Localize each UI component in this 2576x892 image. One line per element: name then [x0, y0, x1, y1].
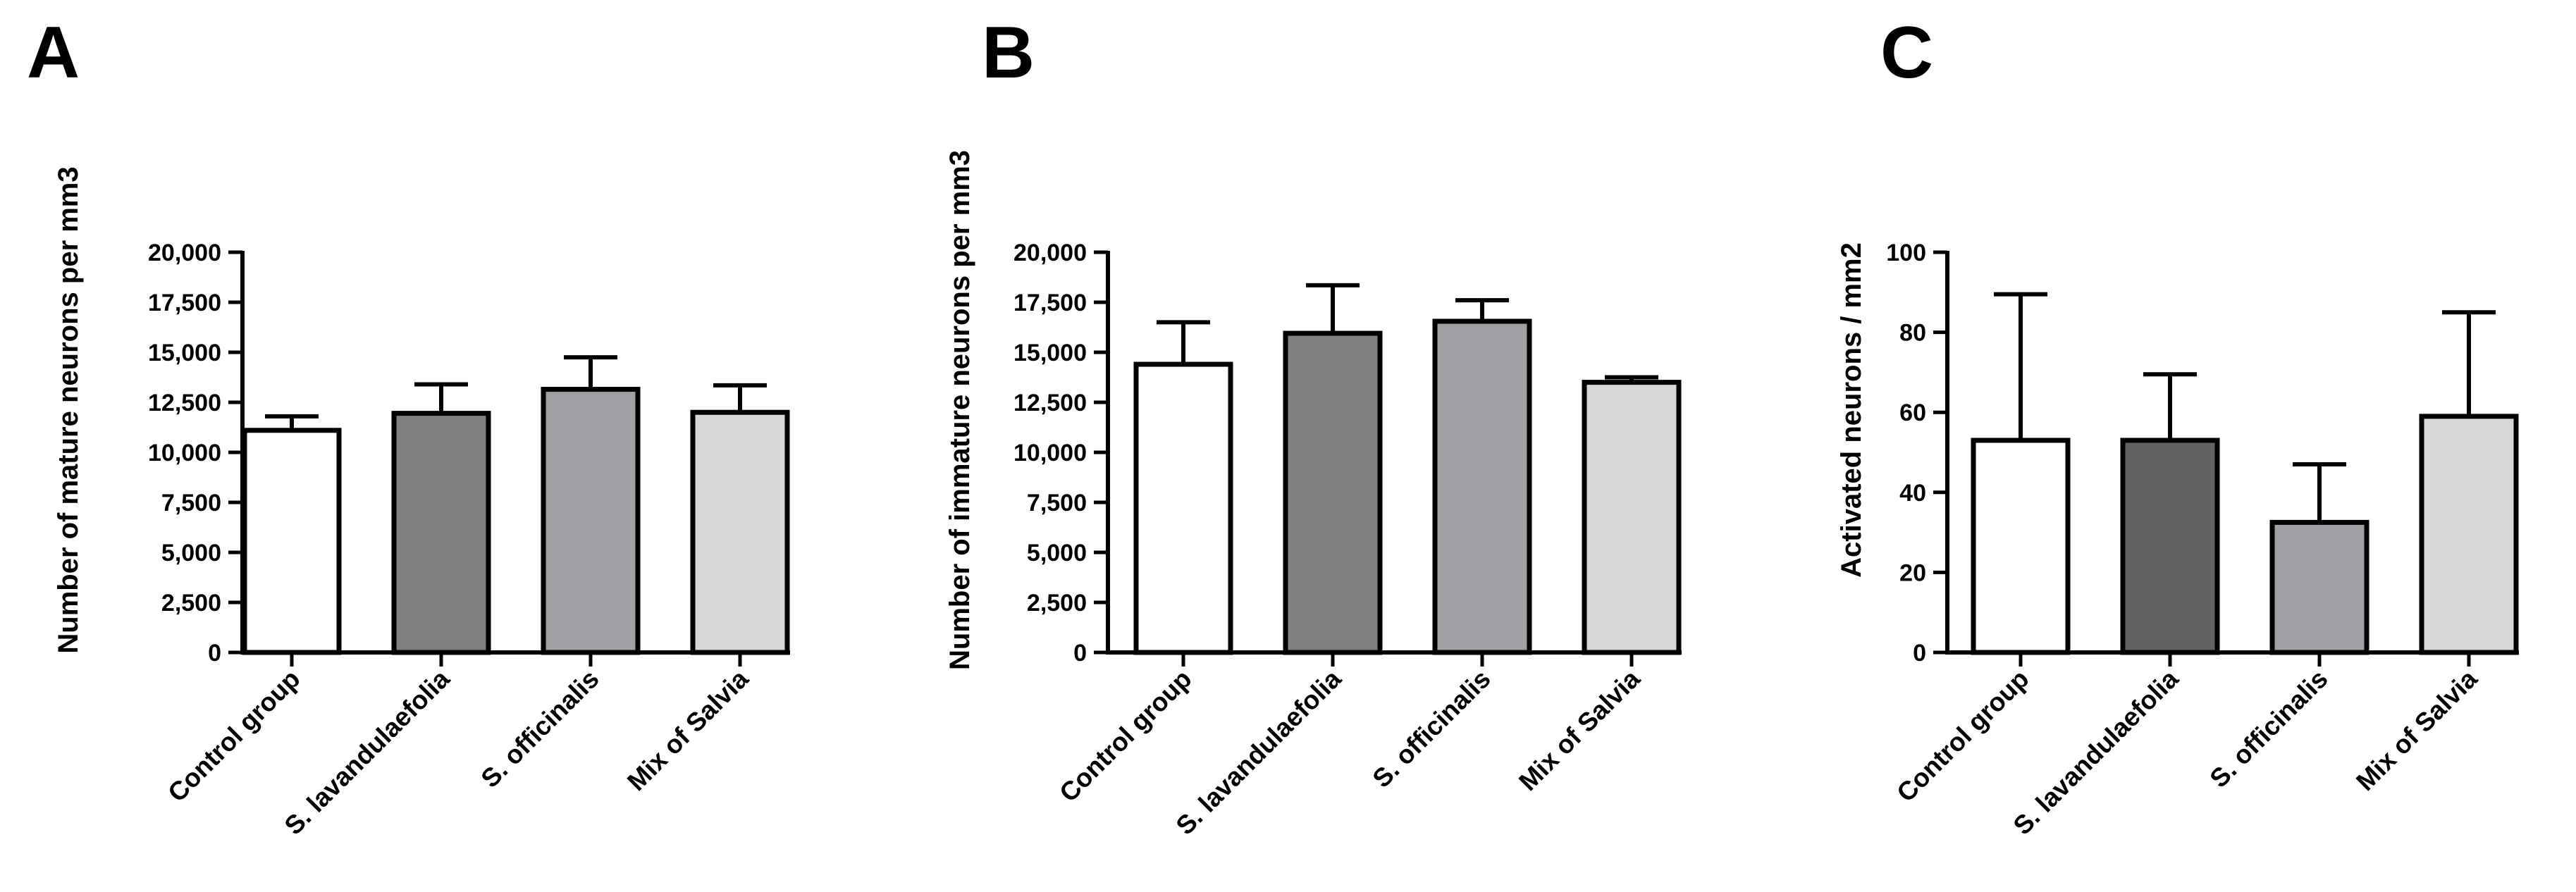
panel-c: C Activated neurons / mm2 0 20 40 60 80 100 Co… [1836, 12, 2519, 841]
panel-b-y-tick-label: 0 [1073, 640, 1087, 667]
panel-c-y-tick-label: 0 [1913, 640, 1926, 667]
panel-c-letter: C [1880, 12, 1933, 94]
panel-c-y-tick-label: 80 [1899, 320, 1926, 347]
panel-b-category-label-control-group: Control group [1054, 664, 1197, 807]
panel-c-category-label-s-officinalis: S. officinalis [2205, 664, 2334, 793]
panel-a: A Number of mature neurons per mm3 0 2,50… [27, 12, 790, 841]
panel-b-category-label-s-officinalis: S. officinalis [1367, 664, 1496, 793]
panel-a-y-tick-label: 7,500 [161, 490, 221, 516]
panel-a-y-axis-title: Number of mature neurons per mm3 [53, 166, 84, 653]
panel-b-bar-control-group [1133, 361, 1233, 655]
panel-a-y-tick-label: 2,500 [161, 590, 221, 617]
panel-b-y-tick-label: 20,000 [1013, 240, 1087, 266]
panel-a-plot: 0 2,500 5,000 7,500 10,000 12,500 15,000 17,500… [148, 240, 790, 841]
panel-b-plot: 0 2,500 5,000 7,500 10,000 12,500 15,000 17,500… [1013, 240, 1682, 841]
panel-a-y-tick-label: 17,500 [148, 290, 221, 316]
panel-a-category-label-s-officinalis: S. officinalis [476, 664, 605, 793]
panel-c-category-label-s-lavandulaefolia: S. lavandulaefolia [2008, 664, 2184, 840]
panel-b-bar-mix-of-salvia [1582, 380, 1682, 655]
panel-c-y-tick-label: 40 [1899, 480, 1926, 507]
panel-a-category-label-mix-of-salvia: Mix of Salvia [622, 664, 754, 796]
panel-c-bar-s-officinalis [2269, 519, 2369, 655]
panel-a-bar-mix-of-salvia [690, 409, 790, 655]
panel-a-category-label-s-lavandulaefolia: S. lavandulaefolia [279, 664, 455, 840]
panel-b-y-tick-label: 7,500 [1027, 490, 1087, 516]
panel-b-y-tick-label: 17,500 [1013, 290, 1087, 316]
panel-c-category-label-control-group: Control group [1891, 664, 2034, 807]
panel-a-bar-s-officinalis [541, 387, 641, 655]
panel-a-y-tick-label: 0 [208, 640, 221, 667]
panel-a-y-tick-label: 10,000 [148, 440, 221, 466]
panel-c-y-tick-label: 100 [1886, 240, 1926, 266]
panel-a-y-tick-label: 20,000 [148, 240, 221, 266]
panel-c-y-tick-label: 20 [1899, 559, 1926, 586]
panel-c-y-tick-label: 60 [1899, 399, 1926, 426]
panel-b-y-tick-label: 15,000 [1013, 340, 1087, 366]
panel-b-y-tick-label: 12,500 [1013, 390, 1087, 416]
panel-b-y-axis-title: Number of immature neurons per mm3 [944, 150, 975, 670]
panel-b-y-tick-label: 2,500 [1027, 590, 1087, 617]
panel-b-y-tick-label: 10,000 [1013, 440, 1087, 466]
panel-b-category-label-s-lavandulaefolia: S. lavandulaefolia [1171, 664, 1347, 840]
panel-b: B Number of immature neurons per mm3 0 2,… [944, 12, 1682, 841]
panel-c-category-label-mix-of-salvia: Mix of Salvia [2350, 664, 2483, 796]
panel-a-category-label-control-group: Control group [162, 664, 305, 807]
panel-a-bar-control-group [242, 428, 342, 655]
panel-c-y-axis-title: Activated neurons / mm2 [1836, 242, 1867, 578]
panel-a-bar-s-lavandulaefolia [391, 411, 491, 655]
panel-b-bar-s-lavandulaefolia [1283, 330, 1383, 655]
panel-c-bar-control-group [1971, 438, 2071, 655]
panel-a-y-tick-label: 5,000 [161, 540, 221, 566]
panel-a-y-tick-label: 15,000 [148, 340, 221, 366]
panel-b-letter: B [982, 12, 1035, 94]
panel-b-bar-s-officinalis [1432, 318, 1532, 655]
panel-a-letter: A [27, 12, 80, 94]
panel-b-y-tick-label: 5,000 [1027, 540, 1087, 566]
panel-c-bar-mix-of-salvia [2419, 414, 2519, 655]
panel-a-y-tick-label: 12,500 [148, 390, 221, 416]
panel-b-category-label-mix-of-salvia: Mix of Salvia [1513, 664, 1646, 796]
panel-c-bar-s-lavandulaefolia [2120, 438, 2220, 655]
